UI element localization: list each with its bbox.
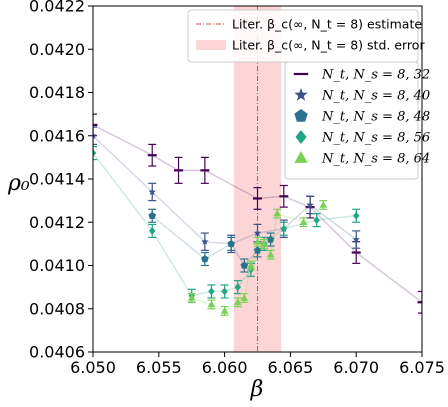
x-tick-label: 6.055 — [136, 358, 182, 377]
legend-entry: N_t, N_s = 8, 48 — [294, 109, 430, 125]
data-point — [220, 306, 229, 314]
legend-marker — [294, 151, 308, 163]
data-point — [234, 298, 242, 306]
data-point — [221, 287, 228, 296]
legend-series-frame — [284, 61, 419, 180]
legend-label: N_t, N_s = 8, 48 — [321, 110, 430, 125]
y-tick-label: 0.0420 — [29, 40, 85, 59]
y-tick-label: 0.0412 — [29, 213, 85, 232]
y-axis-label: ρ₀ — [7, 171, 30, 196]
series-line — [191, 204, 324, 312]
y-tick-label: 0.0414 — [29, 170, 85, 189]
data-point — [299, 218, 308, 225]
data-point — [253, 246, 262, 254]
legend-marker — [295, 130, 307, 144]
x-tick-label: 6.060 — [202, 358, 248, 377]
data-point — [253, 237, 262, 245]
data-point — [319, 201, 328, 208]
error-bar — [93, 145, 97, 161]
y-tick-label: 0.0410 — [29, 256, 85, 275]
x-tick-label: 6.065 — [267, 358, 313, 377]
legend-label: N_t, N_s = 8, 32 — [321, 68, 430, 83]
y-tick-label: 0.0418 — [29, 83, 85, 102]
legend-estimate-label: Liter. β_c(∞, N_t = 8) estimate — [232, 17, 422, 32]
y-tick-label: 0.0408 — [29, 299, 85, 318]
data-point — [280, 224, 287, 233]
data-point — [234, 283, 241, 292]
legend-entry: N_t, N_s = 8, 40 — [294, 88, 430, 104]
legend-entry: N_t, N_s = 8, 56 — [295, 130, 430, 146]
x-tick-label: 6.050 — [70, 358, 116, 377]
data-point — [208, 287, 215, 296]
data-point — [266, 235, 275, 243]
series-3 — [148, 208, 275, 273]
legend-marker — [294, 109, 308, 122]
data-point — [266, 250, 275, 258]
series-line — [93, 135, 357, 245]
data-point — [313, 216, 320, 225]
data-point — [240, 261, 249, 269]
legend-marker — [294, 88, 308, 101]
legend-entry: N_t, N_s = 8, 32 — [293, 68, 430, 83]
data-point — [306, 201, 314, 209]
plot-content — [93, 6, 422, 352]
axes: 6.050 6.055 6.060 6.065 6.070 6.075 0.0406 0.04… — [29, 0, 445, 377]
error-bar — [93, 113, 97, 137]
data-point — [352, 235, 360, 243]
data-point — [201, 237, 209, 245]
legend-series: N_t, N_s = 8, 32 N_t, N_s = 8, 40 N_t, N_s… — [284, 61, 430, 180]
legend-label: N_t, N_s = 8, 64 — [321, 152, 430, 167]
legend-label: N_t, N_s = 8, 56 — [321, 131, 430, 146]
data-point — [201, 255, 209, 263]
plot-area — [93, 6, 422, 352]
data-point — [227, 239, 235, 248]
data-point — [240, 293, 249, 301]
legend-entry: N_t, N_s = 8, 64 — [294, 151, 430, 167]
y-tick-label: 0.0406 — [29, 343, 85, 362]
legend-error-swatch — [196, 40, 226, 50]
data-point — [149, 226, 156, 235]
data-point — [247, 261, 255, 269]
x-tick-label: 6.070 — [333, 358, 379, 377]
y-tick-label: 0.0416 — [29, 126, 85, 145]
data-point — [207, 300, 216, 308]
data-point — [148, 188, 156, 196]
data-point — [148, 211, 156, 219]
x-tick-label: 6.075 — [399, 358, 445, 377]
y-tick-label: 0.0422 — [29, 0, 85, 16]
data-point — [253, 229, 262, 237]
error-bar — [93, 126, 97, 145]
legend-reference: Liter. β_c(∞, N_t = 8) estimate Liter. β… — [187, 9, 425, 63]
x-axis-label: β — [250, 377, 264, 402]
data-point — [260, 239, 268, 247]
error-bar — [418, 290, 422, 314]
data-point — [187, 293, 196, 301]
data-point — [273, 209, 281, 217]
series-1 — [93, 113, 422, 314]
data-point — [93, 149, 97, 157]
series-5 — [187, 200, 328, 316]
data-point — [353, 211, 360, 220]
data-point — [93, 131, 97, 139]
legend-error-label: Liter. β_c(∞, N_t = 8) std. error — [232, 38, 425, 53]
legend-label: N_t, N_s = 8, 40 — [321, 89, 430, 104]
